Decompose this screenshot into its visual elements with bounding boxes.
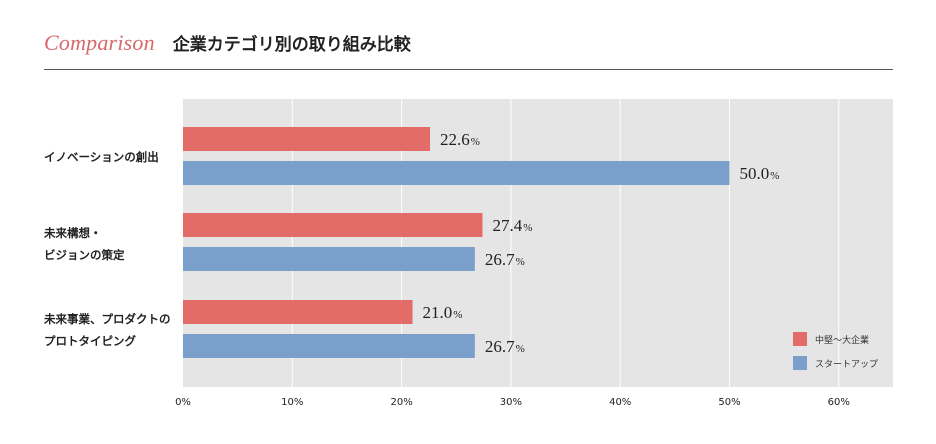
- category-label-innovation: イノベーションの創出: [44, 146, 179, 168]
- data-label-suffix: %: [523, 222, 532, 234]
- chart-header: Comparison 企業カテゴリ別の取り組み比較: [44, 30, 411, 64]
- x-tick-label: 30%: [500, 397, 522, 408]
- x-tick-label: 60%: [828, 397, 850, 408]
- category-label-line: イノベーションの創出: [44, 150, 159, 164]
- data-label-suffix: %: [516, 256, 525, 268]
- data-label-suffix: %: [453, 309, 462, 321]
- legend-swatch: [793, 356, 807, 370]
- bar: [183, 127, 431, 151]
- bar: [183, 300, 413, 324]
- data-label-suffix: %: [471, 136, 480, 148]
- title-english: Comparison: [44, 30, 155, 55]
- category-label-line: プロトタイピング: [44, 334, 136, 348]
- category-label-line: 未来構想・: [44, 226, 102, 240]
- x-tick-label: 10%: [281, 397, 303, 408]
- data-label-suffix: %: [516, 343, 525, 355]
- data-label-suffix: %: [770, 170, 779, 182]
- title-divider: [44, 69, 893, 70]
- category-label-vision: 未来構想・ ビジョンの策定: [44, 222, 179, 266]
- category-label-prototyping: 未来事業、プロダクトの プロトタイピング: [44, 308, 179, 352]
- bar: [183, 213, 483, 237]
- category-label-line: ビジョンの策定: [44, 248, 125, 262]
- bar: [183, 334, 475, 358]
- legend-label: スタートアップ: [815, 359, 878, 370]
- category-label-line: 未来事業、プロダクトの: [44, 312, 171, 326]
- legend-swatch: [793, 332, 807, 346]
- x-tick-label: 40%: [609, 397, 631, 408]
- bar: [183, 247, 475, 271]
- chart-title: 企業カテゴリ別の取り組み比較: [172, 35, 411, 55]
- x-tick-label: 20%: [390, 397, 412, 408]
- bar: [183, 161, 730, 185]
- x-tick-label: 0%: [175, 397, 191, 408]
- x-tick-label: 50%: [718, 397, 740, 408]
- legend-label: 中堅〜大企業: [815, 334, 869, 346]
